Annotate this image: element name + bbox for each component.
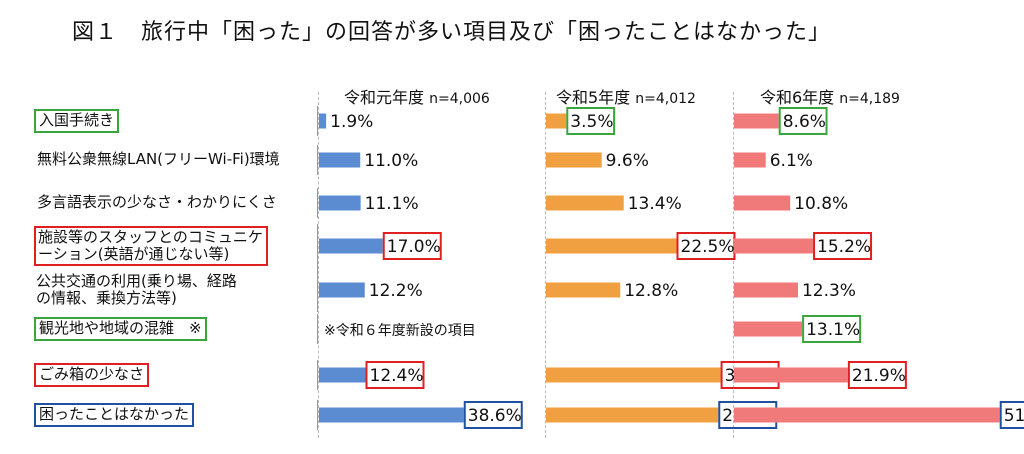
series-n: n=4,006 xyxy=(429,91,490,107)
value-label: 10.8% xyxy=(794,194,848,214)
bar xyxy=(546,407,719,423)
bar xyxy=(319,282,365,298)
value-label: 8.6% xyxy=(783,112,826,132)
value-label-box xyxy=(802,315,862,343)
bar xyxy=(319,367,366,383)
category-label: ごみ箱の少なさ xyxy=(34,360,318,390)
value-label-box xyxy=(999,401,1024,429)
bar xyxy=(546,195,624,211)
series-name: 令和6年度 xyxy=(760,88,835,107)
value-label: 51.1% xyxy=(1004,406,1024,426)
category-label: 施設等のスタッフとのコミュニケ ーション(英語が通じない等) xyxy=(34,224,318,268)
bar xyxy=(734,367,848,383)
series-name: 令和元年度 xyxy=(344,88,425,107)
value-label: 3.5% xyxy=(570,112,613,132)
category-label: 入国手続き xyxy=(34,106,318,136)
axis-line xyxy=(545,92,546,438)
series-header-r1: 令和元年度 n=4,006 xyxy=(344,84,490,108)
bar xyxy=(546,113,567,129)
category-label: 多言語表示の少なさ・わかりにくさ xyxy=(34,188,318,218)
bar xyxy=(546,238,677,254)
bar xyxy=(734,321,803,337)
value-label: 12.3% xyxy=(802,281,856,301)
value-label-box xyxy=(365,361,425,389)
category-label: 観光地や地域の混雑 ※ xyxy=(34,314,318,344)
value-label: 12.8% xyxy=(624,281,678,301)
series-name: 令和5年度 xyxy=(556,88,631,107)
bar xyxy=(734,195,791,211)
bar xyxy=(734,282,798,298)
value-label: 15.2% xyxy=(817,237,871,257)
category-label: 公共交通の利用(乗り場、経路 の情報、乗換方法等) xyxy=(34,268,318,312)
bar xyxy=(319,152,361,168)
bar xyxy=(546,152,602,168)
value-label-box xyxy=(382,232,442,260)
value-label: 6.1% xyxy=(770,151,813,171)
value-label: 38.6% xyxy=(468,406,522,426)
chart-title: 図１ 旅行中「困った」の回答が多い項目及び「困ったことはなかった」 xyxy=(72,20,832,45)
axis-line xyxy=(733,92,734,438)
bar xyxy=(319,195,361,211)
value-label-box xyxy=(847,361,907,389)
value-label: 12.2% xyxy=(369,281,423,301)
value-label: 13.4% xyxy=(628,194,682,214)
series-n: n=4,012 xyxy=(635,91,696,107)
value-label-box xyxy=(463,401,523,429)
bar xyxy=(734,113,779,129)
series-n: n=4,189 xyxy=(839,91,900,107)
bar xyxy=(546,282,621,298)
series-header-r5: 令和5年度 n=4,012 xyxy=(556,84,696,108)
value-label: 17.0% xyxy=(387,237,441,257)
new-item-note: ※令和６年度新設の項目 xyxy=(324,323,476,339)
value-label: 21.9% xyxy=(852,366,906,386)
axis-line xyxy=(318,92,319,438)
series-header-r6: 令和6年度 n=4,189 xyxy=(760,84,900,108)
value-label: 12.4% xyxy=(370,366,424,386)
bar xyxy=(319,407,464,423)
value-label-box xyxy=(813,232,873,260)
value-label: 22.5% xyxy=(681,237,735,257)
value-label: 1.9% xyxy=(330,112,373,132)
bar xyxy=(546,367,721,383)
bar xyxy=(319,113,327,129)
value-label-box xyxy=(778,107,828,135)
value-label-box xyxy=(566,107,616,135)
bar xyxy=(734,238,814,254)
bar xyxy=(319,238,383,254)
value-label: 13.1% xyxy=(806,320,860,340)
value-label: 9.6% xyxy=(606,151,649,171)
bar xyxy=(734,407,1000,423)
value-label: 11.1% xyxy=(365,194,419,214)
category-label: 無料公衆無線LAN(フリーWi-Fi)環境 xyxy=(34,145,318,175)
value-label: 11.0% xyxy=(364,151,418,171)
category-label: 困ったことはなかった xyxy=(34,400,318,430)
bar xyxy=(734,152,766,168)
